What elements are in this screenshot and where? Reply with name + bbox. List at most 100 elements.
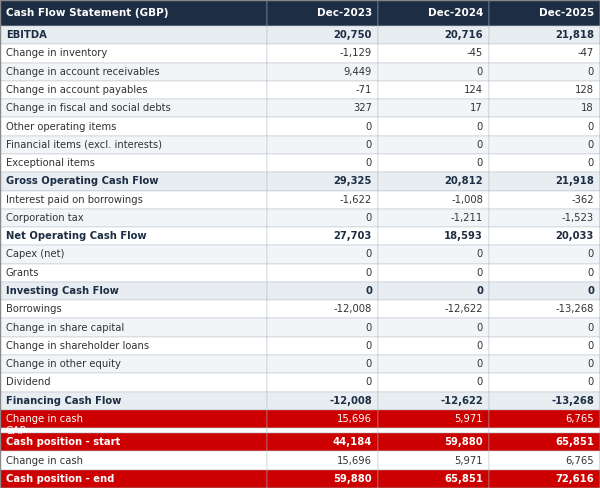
Text: 0: 0 — [477, 268, 483, 278]
Text: 0: 0 — [588, 341, 594, 351]
Text: Change in other equity: Change in other equity — [6, 359, 121, 369]
Bar — [489, 227, 600, 245]
Bar — [0, 118, 267, 136]
Bar — [267, 337, 378, 355]
Text: Gross Operating Cash Flow: Gross Operating Cash Flow — [6, 176, 158, 186]
Bar — [0, 428, 267, 433]
Bar — [489, 355, 600, 373]
Text: 44,184: 44,184 — [332, 437, 372, 447]
Bar — [267, 264, 378, 282]
Bar — [489, 44, 600, 62]
Bar — [0, 433, 267, 451]
Text: Change in inventory: Change in inventory — [6, 48, 107, 59]
Text: -1,622: -1,622 — [340, 195, 372, 204]
Text: Dec-2024: Dec-2024 — [428, 8, 483, 18]
Text: 327: 327 — [353, 103, 372, 113]
Bar — [489, 410, 600, 428]
Bar — [489, 245, 600, 264]
Text: 0: 0 — [365, 286, 372, 296]
Bar — [267, 0, 378, 26]
Text: 0: 0 — [588, 67, 594, 77]
Text: Other operating items: Other operating items — [6, 122, 116, 132]
Text: 6,765: 6,765 — [565, 414, 594, 424]
Text: Interest paid on borrowings: Interest paid on borrowings — [6, 195, 143, 204]
Text: 0: 0 — [588, 359, 594, 369]
Bar — [0, 337, 267, 355]
Text: 5,971: 5,971 — [454, 414, 483, 424]
Text: 0: 0 — [366, 140, 372, 150]
Bar — [0, 391, 267, 410]
Bar — [267, 81, 378, 99]
Text: -71: -71 — [356, 85, 372, 95]
Text: Change in account receivables: Change in account receivables — [6, 67, 160, 77]
Bar — [378, 391, 489, 410]
Text: Net Operating Cash Flow: Net Operating Cash Flow — [6, 231, 146, 241]
Bar — [0, 227, 267, 245]
Bar — [378, 410, 489, 428]
Bar — [489, 264, 600, 282]
Text: 18: 18 — [581, 103, 594, 113]
Text: Dec-2023: Dec-2023 — [317, 8, 372, 18]
Text: 0: 0 — [588, 377, 594, 387]
Text: Investing Cash Flow: Investing Cash Flow — [6, 286, 119, 296]
Text: GAP: GAP — [6, 426, 26, 436]
Bar — [489, 209, 600, 227]
Text: 6,765: 6,765 — [565, 456, 594, 466]
Bar — [0, 410, 267, 428]
Text: 0: 0 — [366, 213, 372, 223]
Text: Dec-2025: Dec-2025 — [539, 8, 594, 18]
Text: Corporation tax: Corporation tax — [6, 213, 83, 223]
Text: -47: -47 — [578, 48, 594, 59]
Text: -12,008: -12,008 — [334, 305, 372, 314]
Bar — [267, 209, 378, 227]
Bar — [267, 62, 378, 81]
Bar — [0, 99, 267, 118]
Bar — [0, 245, 267, 264]
Text: 0: 0 — [588, 249, 594, 260]
Text: 128: 128 — [575, 85, 594, 95]
Bar — [489, 470, 600, 488]
Text: 0: 0 — [477, 140, 483, 150]
Bar — [489, 118, 600, 136]
Text: 18,593: 18,593 — [444, 231, 483, 241]
Bar — [0, 136, 267, 154]
Bar — [378, 154, 489, 172]
Bar — [0, 26, 267, 44]
Bar — [267, 300, 378, 319]
Bar — [489, 319, 600, 337]
Bar — [0, 172, 267, 190]
Bar — [0, 300, 267, 319]
Bar — [378, 209, 489, 227]
Text: 27,703: 27,703 — [334, 231, 372, 241]
Text: Cash position - end: Cash position - end — [6, 474, 115, 484]
Bar — [378, 99, 489, 118]
Text: 72,616: 72,616 — [555, 474, 594, 484]
Text: Grants: Grants — [6, 268, 40, 278]
Text: -12,622: -12,622 — [445, 305, 483, 314]
Bar — [378, 282, 489, 300]
Bar — [267, 433, 378, 451]
Bar — [378, 319, 489, 337]
Bar — [267, 154, 378, 172]
Text: 0: 0 — [366, 341, 372, 351]
Text: 20,750: 20,750 — [334, 30, 372, 40]
Text: Change in cash: Change in cash — [6, 456, 83, 466]
Text: 0: 0 — [477, 67, 483, 77]
Bar — [378, 118, 489, 136]
Bar — [378, 62, 489, 81]
Text: Financing Cash Flow: Financing Cash Flow — [6, 396, 121, 406]
Bar — [0, 264, 267, 282]
Bar — [489, 172, 600, 190]
Bar — [378, 451, 489, 470]
Text: 124: 124 — [464, 85, 483, 95]
Text: Exceptional items: Exceptional items — [6, 158, 95, 168]
Bar — [0, 209, 267, 227]
Bar — [267, 355, 378, 373]
Bar — [267, 391, 378, 410]
Bar — [378, 355, 489, 373]
Bar — [0, 470, 267, 488]
Bar — [489, 337, 600, 355]
Bar — [267, 410, 378, 428]
Bar — [267, 245, 378, 264]
Text: 15,696: 15,696 — [337, 414, 372, 424]
